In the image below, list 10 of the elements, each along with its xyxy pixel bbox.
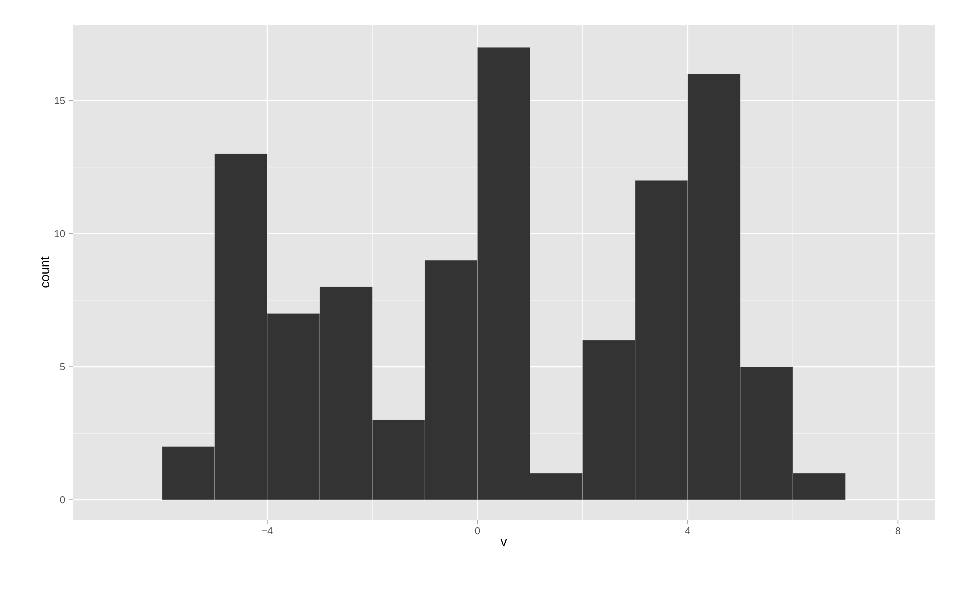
x-tick-label: 0 (475, 528, 480, 535)
x-tick-label: 8 (896, 528, 901, 535)
x-axis-title: v (500, 539, 508, 546)
x-tick-label: −4 (262, 528, 273, 534)
y-axis-title: count (41, 256, 50, 288)
y-tick-label: 0 (60, 496, 66, 504)
x-tick-label: 4 (685, 528, 690, 534)
y-tick-label: 5 (60, 363, 66, 370)
y-tick-label: 15 (55, 97, 66, 104)
y-tick-label: 10 (55, 230, 66, 238)
